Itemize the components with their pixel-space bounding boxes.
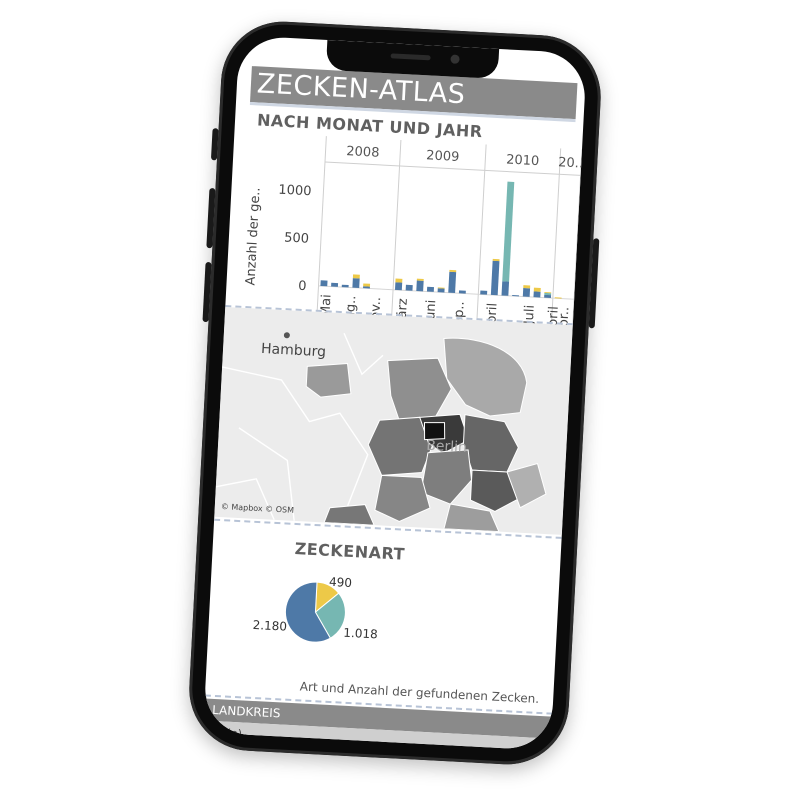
pie-label-blue: 2.180 bbox=[252, 617, 288, 634]
pie-slice-2[interactable] bbox=[284, 581, 333, 643]
phone-screen: ZECKEN-ATLAS NACH MONAT UND JAHR Anzahl … bbox=[202, 35, 588, 751]
phone-frame: ZECKEN-ATLAS NACH MONAT UND JAHR Anzahl … bbox=[186, 18, 604, 768]
volume-down-button bbox=[202, 261, 212, 323]
year-header: 2009 bbox=[426, 148, 460, 165]
bar-yellow bbox=[492, 258, 500, 262]
pie-slice-1[interactable] bbox=[314, 592, 346, 639]
bar-blue bbox=[352, 278, 360, 288]
bar-blue bbox=[426, 286, 435, 292]
pie-label-yellow: 490 bbox=[328, 574, 353, 590]
bar-yellow bbox=[523, 285, 531, 289]
year-separator bbox=[391, 139, 402, 316]
bar-teal bbox=[502, 181, 515, 282]
bar-blue bbox=[490, 260, 500, 296]
year-separator bbox=[572, 149, 583, 326]
bar-blue bbox=[320, 280, 328, 287]
bar-yellow bbox=[449, 269, 457, 273]
bar-blue bbox=[533, 291, 541, 298]
y-tick-label: 1000 bbox=[278, 183, 312, 200]
bar-yellow bbox=[363, 283, 371, 287]
header-divider bbox=[324, 161, 581, 176]
year-separator bbox=[550, 148, 562, 325]
year-header: 2010 bbox=[506, 153, 540, 170]
year-header: 20.. bbox=[558, 155, 584, 171]
bar-teal bbox=[544, 292, 552, 296]
bar-blue bbox=[501, 281, 510, 296]
bar-yellow bbox=[395, 278, 403, 283]
bar-blue bbox=[480, 290, 488, 295]
power-button bbox=[588, 238, 600, 329]
map-view[interactable]: Hamburg Berlin © Mapbox © OSM bbox=[214, 306, 573, 535]
bar-blue bbox=[448, 271, 457, 294]
x-baseline bbox=[318, 285, 575, 300]
year-header: 2008 bbox=[346, 144, 380, 161]
volume-up-button bbox=[206, 188, 216, 249]
bar-yellow bbox=[352, 274, 360, 279]
time-chart[interactable]: Anzahl der ge.. 0 500 1000 2008 Mai Aug.. Nov..… bbox=[235, 132, 584, 330]
pie-svg[interactable] bbox=[207, 523, 562, 681]
bar-blue bbox=[363, 286, 370, 289]
silent-switch bbox=[210, 128, 219, 161]
bar-blue bbox=[394, 282, 403, 291]
speaker-grille bbox=[390, 53, 431, 61]
bar-blue bbox=[512, 295, 520, 297]
y-tick-label: 500 bbox=[284, 230, 310, 246]
bar-yellow bbox=[533, 287, 541, 292]
bar-blue bbox=[544, 294, 552, 299]
bar-blue bbox=[458, 290, 466, 294]
bar-blue bbox=[416, 280, 424, 292]
year-separator bbox=[476, 144, 487, 321]
y-axis-label: Anzahl der ge.. bbox=[243, 187, 263, 286]
bar-yellow bbox=[544, 291, 552, 294]
bar-yellow bbox=[416, 278, 424, 281]
bar-yellow bbox=[437, 287, 445, 289]
bar-blue bbox=[331, 282, 339, 287]
species-pie-chart[interactable]: 490 1.018 2.180 bbox=[207, 523, 562, 681]
berlin-label: Berlin bbox=[425, 437, 468, 456]
bar-blue bbox=[341, 284, 349, 288]
pie-label-teal: 1.018 bbox=[343, 625, 379, 642]
choropleth-map[interactable] bbox=[214, 307, 573, 535]
x-tick-label: Juli bbox=[522, 305, 538, 326]
year-separator bbox=[316, 136, 327, 312]
bar-yellow bbox=[554, 297, 562, 299]
front-camera bbox=[450, 54, 460, 64]
bar-blue bbox=[522, 288, 531, 297]
bar-blue bbox=[405, 284, 413, 291]
bar-blue bbox=[437, 288, 445, 293]
y-tick-label: 0 bbox=[298, 279, 307, 294]
hamburg-label: Hamburg bbox=[260, 340, 327, 361]
